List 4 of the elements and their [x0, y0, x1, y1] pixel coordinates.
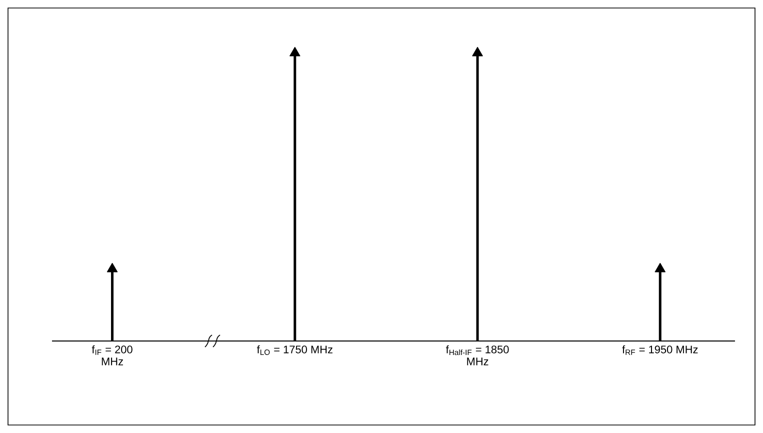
x-tick-label: f$_{IF}$ = 200 MHz — [92, 345, 132, 366]
x-tick-label: f$_{RF}$ = 1950 MHz — [622, 345, 698, 355]
x-tick-label: f$_{LO}$ = 1750 MHz — [256, 345, 332, 355]
x-tick-label: f$_{Half-IF}$ = 1850 MHz — [446, 345, 509, 366]
